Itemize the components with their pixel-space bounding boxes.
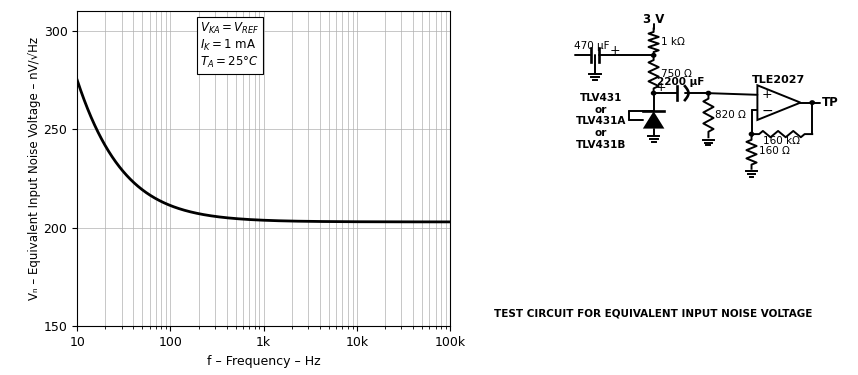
Text: $V_{KA} = V_{REF}$
$I_K = 1\ \mathrm{mA}$
$T_A = 25°C$: $V_{KA} = V_{REF}$ $I_K = 1\ \mathrm{mA}…: [200, 21, 260, 70]
Text: TLV431
or
TLV431A
or
TLV431B: TLV431 or TLV431A or TLV431B: [576, 93, 626, 150]
Circle shape: [706, 92, 710, 95]
Text: 3 V: 3 V: [643, 13, 664, 26]
Polygon shape: [643, 111, 664, 129]
Circle shape: [651, 54, 656, 57]
Text: TEST CIRCUIT FOR EQUIVALENT INPUT NOISE VOLTAGE: TEST CIRCUIT FOR EQUIVALENT INPUT NOISE …: [494, 309, 813, 319]
Text: 470 μF: 470 μF: [574, 41, 609, 51]
Text: 160 kΩ: 160 kΩ: [764, 136, 801, 146]
Text: +: +: [761, 88, 772, 101]
Text: TLE2027: TLE2027: [752, 75, 806, 85]
Circle shape: [810, 101, 814, 104]
Circle shape: [749, 132, 753, 136]
Text: 2200 μF: 2200 μF: [657, 77, 704, 87]
Text: 750 Ω: 750 Ω: [661, 69, 692, 79]
Text: 820 Ω: 820 Ω: [716, 110, 746, 120]
Text: 160 Ω: 160 Ω: [758, 146, 789, 156]
Text: +: +: [610, 44, 620, 57]
Text: +: +: [656, 81, 666, 94]
Text: TP: TP: [822, 96, 839, 109]
Circle shape: [651, 92, 656, 95]
Y-axis label: Vₙ – Equivalent Input Noise Voltage – nV/√Hz: Vₙ – Equivalent Input Noise Voltage – nV…: [27, 37, 41, 300]
Text: −: −: [761, 104, 773, 117]
X-axis label: f – Frequency – Hz: f – Frequency – Hz: [207, 354, 321, 368]
Text: 1 kΩ: 1 kΩ: [661, 37, 685, 47]
